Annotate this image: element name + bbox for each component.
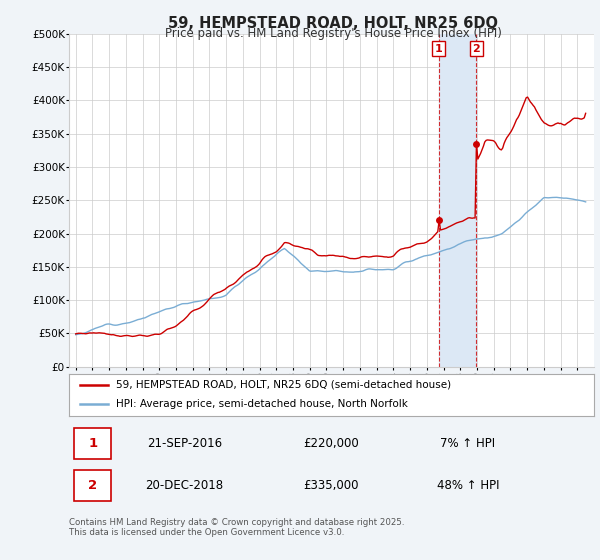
- Text: 7% ↑ HPI: 7% ↑ HPI: [440, 437, 496, 450]
- Bar: [74, 470, 111, 501]
- Text: 1: 1: [88, 437, 97, 450]
- Text: 1: 1: [435, 44, 443, 54]
- Text: 2: 2: [88, 479, 97, 492]
- Text: 21-SEP-2016: 21-SEP-2016: [147, 437, 222, 450]
- Text: Price paid vs. HM Land Registry's House Price Index (HPI): Price paid vs. HM Land Registry's House …: [164, 27, 502, 40]
- Text: £220,000: £220,000: [304, 437, 359, 450]
- Text: 59, HEMPSTEAD ROAD, HOLT, NR25 6DQ (semi-detached house): 59, HEMPSTEAD ROAD, HOLT, NR25 6DQ (semi…: [116, 380, 451, 390]
- Text: 2: 2: [473, 44, 481, 54]
- Text: Contains HM Land Registry data © Crown copyright and database right 2025.
This d: Contains HM Land Registry data © Crown c…: [69, 518, 404, 538]
- Text: 48% ↑ HPI: 48% ↑ HPI: [437, 479, 499, 492]
- Bar: [439, 34, 476, 367]
- Bar: [74, 428, 111, 459]
- Text: 20-DEC-2018: 20-DEC-2018: [145, 479, 224, 492]
- Text: HPI: Average price, semi-detached house, North Norfolk: HPI: Average price, semi-detached house,…: [116, 399, 408, 409]
- Text: £335,000: £335,000: [304, 479, 359, 492]
- Text: 59, HEMPSTEAD ROAD, HOLT, NR25 6DQ: 59, HEMPSTEAD ROAD, HOLT, NR25 6DQ: [168, 16, 498, 31]
